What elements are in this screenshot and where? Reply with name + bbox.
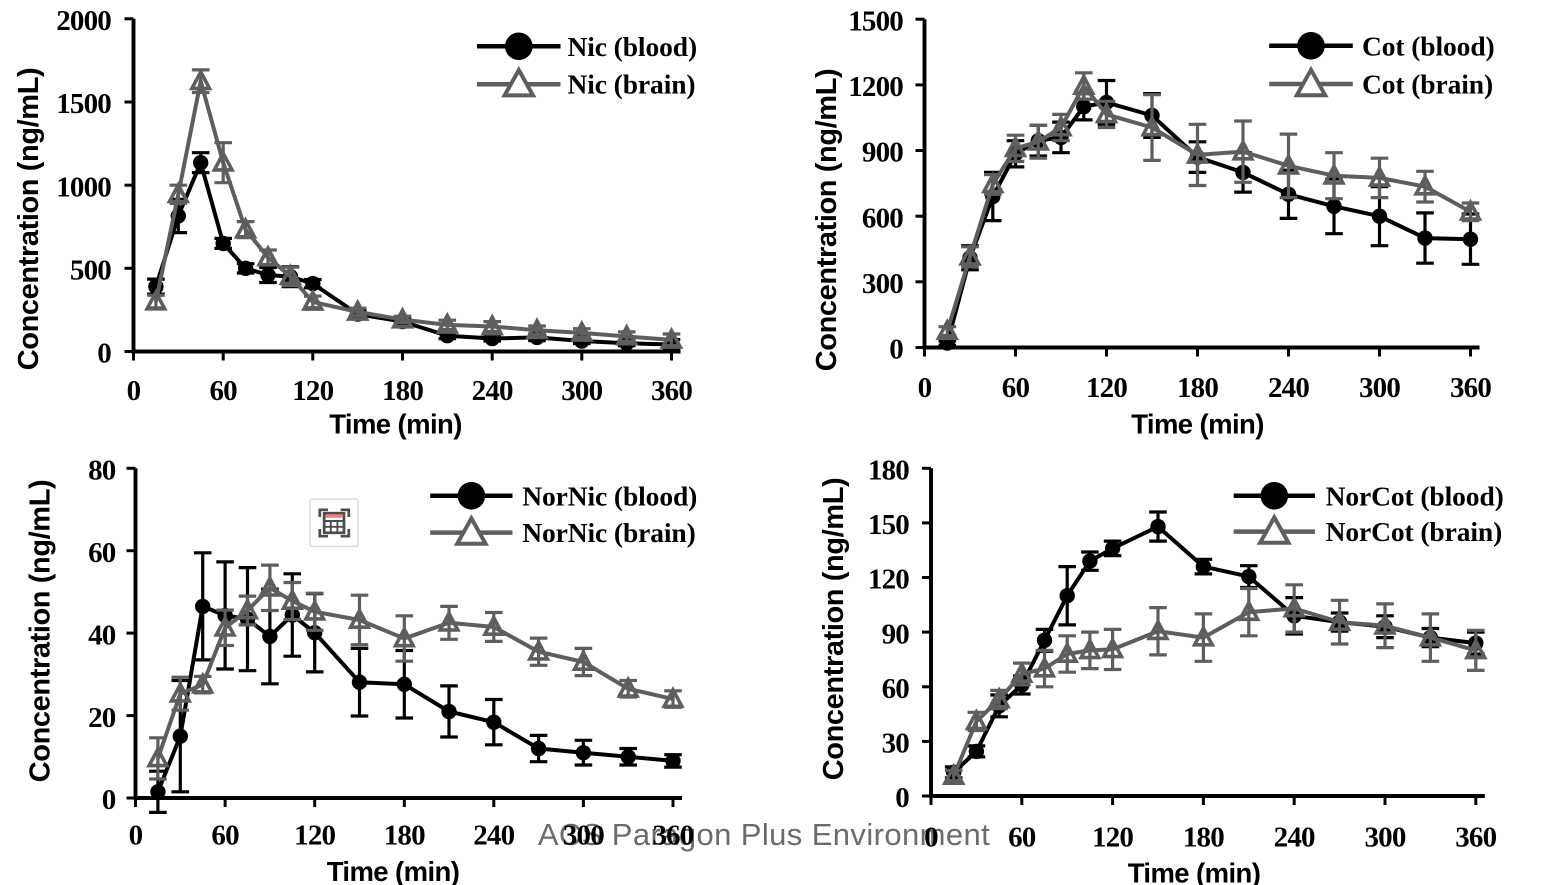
svg-text:60: 60: [1008, 822, 1036, 854]
svg-text:1000: 1000: [56, 171, 111, 203]
svg-text:60: 60: [88, 537, 116, 569]
svg-text:180: 180: [1177, 372, 1218, 404]
svg-text:1500: 1500: [848, 5, 903, 37]
svg-text:0: 0: [924, 822, 938, 854]
svg-text:90: 90: [882, 618, 910, 650]
svg-text:180: 180: [382, 375, 423, 407]
svg-text:80: 80: [88, 455, 116, 487]
svg-text:360: 360: [651, 375, 692, 407]
svg-text:240: 240: [1268, 372, 1309, 404]
svg-text:30: 30: [882, 728, 910, 760]
svg-text:240: 240: [1274, 822, 1315, 854]
svg-text:300: 300: [561, 375, 602, 407]
svg-text:180: 180: [868, 455, 909, 487]
svg-text:120: 120: [1092, 822, 1133, 854]
svg-text:120: 120: [1086, 372, 1127, 404]
svg-text:0: 0: [129, 820, 143, 852]
svg-text:180: 180: [384, 820, 425, 852]
svg-text:300: 300: [563, 820, 604, 852]
svg-text:Concentration (ng/mL): Concentration (ng/mL): [818, 478, 850, 781]
svg-text:0: 0: [97, 338, 111, 370]
svg-text:0: 0: [889, 334, 903, 366]
svg-text:0: 0: [918, 372, 932, 404]
svg-text:360: 360: [652, 820, 693, 852]
svg-text:600: 600: [862, 202, 903, 234]
svg-text:360: 360: [1450, 372, 1491, 404]
svg-text:NorCot (brain): NorCot (brain): [1326, 516, 1503, 547]
svg-text:NorNic (blood): NorNic (blood): [522, 480, 697, 511]
svg-text:120: 120: [292, 375, 333, 407]
svg-text:Time (min): Time (min): [327, 856, 460, 885]
svg-text:900: 900: [862, 137, 903, 169]
svg-text:60: 60: [882, 673, 910, 705]
svg-text:120: 120: [294, 820, 335, 852]
svg-text:Nic (brain): Nic (brain): [568, 69, 696, 100]
svg-text:60: 60: [211, 820, 239, 852]
svg-text:Nic (blood): Nic (blood): [568, 31, 698, 62]
svg-text:Time (min): Time (min): [1128, 858, 1261, 885]
svg-text:NorCot (blood): NorCot (blood): [1326, 480, 1504, 511]
svg-text:180: 180: [1183, 822, 1224, 854]
svg-text:60: 60: [209, 375, 237, 407]
svg-text:NorNic (brain): NorNic (brain): [522, 517, 696, 548]
svg-text:0: 0: [895, 782, 909, 814]
svg-text:Cot (blood): Cot (blood): [1362, 30, 1495, 61]
svg-text:40: 40: [88, 619, 116, 651]
svg-text:360: 360: [1455, 822, 1496, 854]
svg-text:240: 240: [472, 375, 513, 407]
svg-text:Time (min): Time (min): [1131, 409, 1264, 440]
svg-text:1500: 1500: [56, 88, 111, 120]
svg-text:240: 240: [473, 820, 514, 852]
svg-text:300: 300: [1364, 822, 1405, 854]
svg-text:ACS Paragon Plus Environment: ACS Paragon Plus Environment: [538, 817, 990, 852]
svg-text:60: 60: [1002, 372, 1030, 404]
svg-text:0: 0: [102, 784, 116, 816]
svg-text:150: 150: [868, 509, 909, 541]
svg-text:Time (min): Time (min): [329, 409, 462, 440]
svg-text:1200: 1200: [848, 71, 903, 103]
svg-text:Concentration (ng/mL): Concentration (ng/mL): [13, 68, 45, 371]
svg-text:Concentration (ng/mL): Concentration (ng/mL): [811, 69, 843, 372]
svg-text:20: 20: [88, 702, 116, 734]
svg-text:500: 500: [70, 255, 111, 287]
svg-text:300: 300: [1359, 372, 1400, 404]
svg-text:2000: 2000: [56, 5, 111, 37]
svg-text:Concentration (ng/mL): Concentration (ng/mL): [25, 480, 57, 783]
svg-text:300: 300: [862, 268, 903, 300]
svg-text:120: 120: [868, 564, 909, 596]
svg-text:0: 0: [127, 375, 141, 407]
svg-text:Cot (brain): Cot (brain): [1362, 69, 1493, 100]
